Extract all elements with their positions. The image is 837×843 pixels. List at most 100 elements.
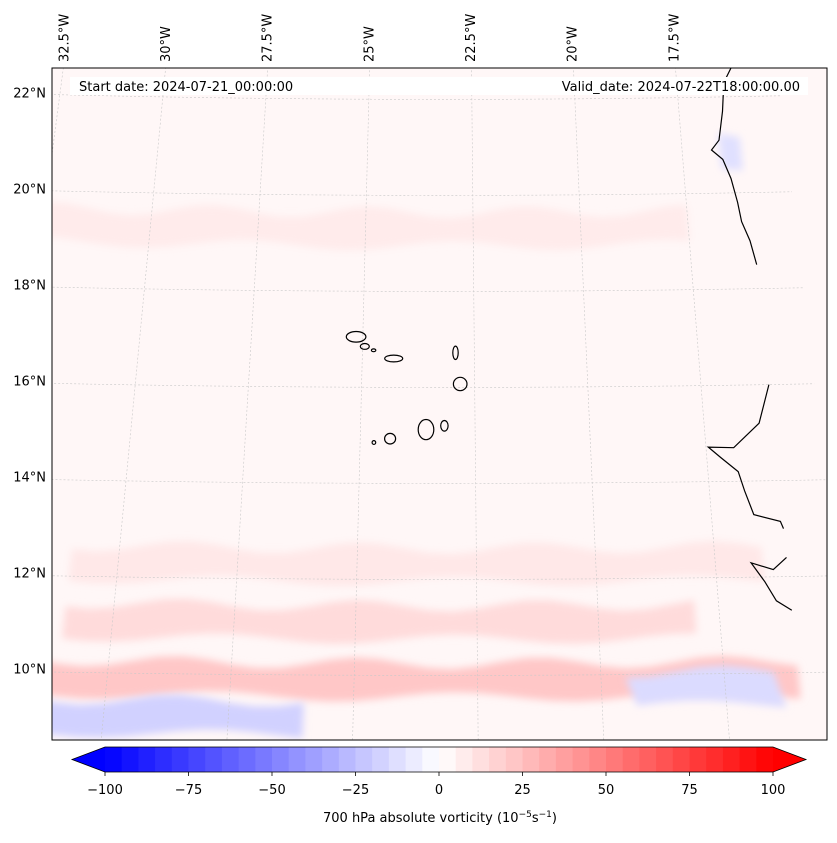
island-santa-luzia (370, 348, 377, 353)
colorbar-segment (522, 747, 540, 772)
southern-negative-band (52, 694, 304, 739)
parallel-line (52, 94, 781, 100)
colorbar-tick-label: 100 (761, 783, 786, 798)
graticule (52, 68, 827, 740)
colorbar-segment (171, 747, 190, 772)
map-frame (51, 67, 828, 741)
colorbar-label: 700 hPa absolute vorticity (10−5s−1) (323, 810, 557, 826)
island-santiago (417, 418, 435, 441)
lat-tick-label: 10°N (13, 663, 46, 678)
colorbar-segment (722, 747, 741, 772)
latitude-tick-labels: 22°N 20°N 18°N 16°N 14°N 12°N 10°N (13, 87, 46, 678)
lat-tick-label: 22°N (13, 87, 46, 102)
colorbar-tick-label: −50 (258, 783, 285, 798)
coastline-west-africa (706, 384, 785, 529)
colorbar-segment (221, 747, 240, 772)
lat-tick-label: 20°N (13, 183, 46, 198)
meridian-line (573, 68, 605, 740)
colorbar-segment (505, 747, 524, 772)
colorbar-segment (238, 747, 256, 772)
mid-positive-band (68, 540, 765, 587)
colorbar-segment (739, 747, 757, 772)
lon-tick-label: 25°W (362, 26, 377, 62)
lon-tick-label: 22.5°W (464, 14, 479, 62)
colorbar-tick-label: 75 (681, 783, 698, 798)
colorbar-segment (288, 747, 306, 772)
southeast-negative-patch (625, 665, 787, 708)
colorbar-segment (706, 747, 724, 772)
colorbar-extend-min (72, 747, 105, 772)
colorbar-tick-label: 0 (435, 783, 443, 798)
colorbar-segment (472, 747, 490, 772)
valid-date-label: Valid_date: 2024-07-22T18:00:00.00 (562, 80, 800, 95)
colorbar-segment (105, 747, 123, 772)
meridian-line (471, 68, 479, 740)
parallel-line (52, 286, 804, 292)
colorbar-tick-label: −75 (175, 783, 202, 798)
island-sao-nicolau (384, 354, 404, 363)
coastline-guinea-bissau (749, 556, 793, 611)
colorbar-segment (639, 747, 657, 772)
island-sal (452, 345, 459, 361)
colorbar-segment (388, 747, 407, 772)
colorbar-segment (589, 747, 607, 772)
lat-tick-label: 12°N (13, 567, 46, 582)
parallel-line (52, 383, 815, 388)
colorbar-segment (322, 747, 340, 772)
colorbar-tick-label: 25 (514, 783, 531, 798)
colorbar-segment (155, 747, 173, 772)
colorbar-segment (355, 747, 373, 772)
lat-tick-label: 16°N (13, 375, 46, 390)
meridian-line (675, 68, 730, 740)
meridian-line (226, 68, 268, 740)
northern-positive-streak (52, 202, 690, 251)
colorbar: −100 −75 −50 −25 0 25 50 75 100 700 hPa absolute… (70, 746, 808, 826)
colorbar-segment (372, 747, 390, 772)
colorbar-segment (555, 747, 574, 772)
parallel-line (52, 671, 827, 676)
field-background (52, 68, 827, 740)
meridian-line (352, 68, 370, 740)
colorbar-segment (622, 747, 640, 772)
colorbar-segment (272, 747, 290, 772)
colorbar-extend-max (773, 747, 806, 772)
island-maio (440, 419, 449, 432)
coastline-africa (710, 68, 758, 265)
island-fogo (384, 432, 397, 445)
lat-tick-label: 14°N (13, 471, 46, 486)
island-sao-vicente (359, 342, 370, 350)
vorticity-field (52, 68, 827, 740)
colorbar-tick-label: −100 (87, 783, 123, 798)
meridian-line (100, 68, 166, 740)
colorbar-segment (422, 747, 440, 772)
northeast-negative-spot (718, 133, 743, 171)
colorbar-tick-label: 50 (598, 783, 615, 798)
colorbar-segment (188, 747, 206, 772)
colorbar-segment (255, 747, 273, 772)
colorbar-segment (338, 747, 357, 772)
colorbar-segment (539, 747, 557, 772)
southern-positive-band-2 (61, 598, 697, 644)
coastlines (345, 68, 793, 611)
colorbar-segment (455, 747, 473, 772)
colorbar-segment (572, 747, 590, 772)
southern-positive-band (52, 655, 801, 702)
colorbar-segment (138, 747, 156, 772)
colorbar-segment (305, 747, 323, 772)
colorbar-segment (489, 747, 507, 772)
colorbar-segment (405, 747, 423, 772)
header-box (70, 77, 808, 95)
lon-tick-label: 32.5°W (57, 14, 72, 62)
map-panel: Start date: 2024-07-21_00:00:00 Valid_da… (13, 14, 828, 741)
colorbar-ticks: −100 −75 −50 −25 0 25 50 75 100 (87, 772, 785, 798)
colorbar-segment (756, 747, 774, 772)
colorbar-segment (439, 747, 457, 772)
island-santo-antao (345, 330, 367, 343)
parallel-line (52, 190, 792, 196)
island-brava (371, 440, 377, 446)
lon-tick-label: 27.5°W (261, 14, 276, 62)
lon-tick-label: 17.5°W (667, 14, 682, 62)
lon-tick-label: 20°W (566, 26, 581, 62)
